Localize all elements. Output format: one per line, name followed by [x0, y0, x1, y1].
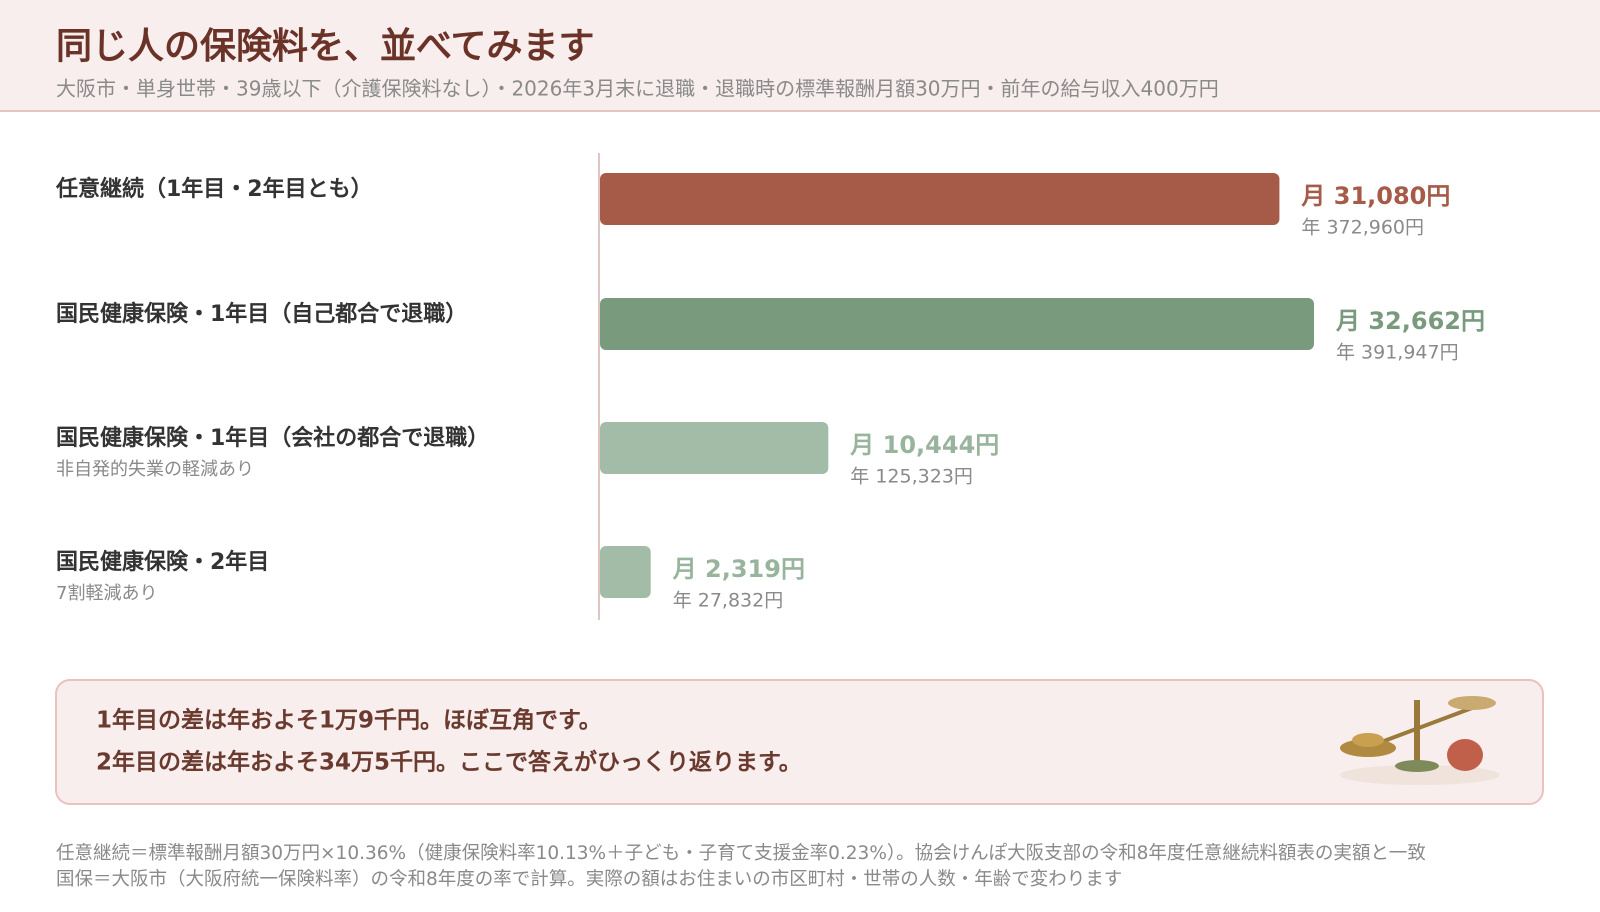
category-label: 国民健康保険・1年目（会社の都合で退職）: [56, 425, 489, 451]
annual-label: 年 27,832円: [673, 590, 784, 612]
category-note: 非自発的失業の軽減あり: [56, 459, 254, 480]
annual-label: 年 391,947円: [1336, 342, 1459, 364]
bar: [600, 546, 651, 598]
bar: [600, 173, 1280, 225]
callout-line: 2年目の差は年およそ34万5千円。ここで答えがひっくり返ります。: [96, 749, 802, 776]
bar: [600, 422, 829, 474]
callout-box: [55, 679, 1544, 805]
scale-illustration: [1340, 696, 1500, 785]
annual-label: 年 125,323円: [850, 466, 973, 488]
category-note: 7割軽減あり: [56, 583, 157, 604]
callout-line: 1年目の差は年およそ1万9千円。ほぼ互角です。: [96, 707, 602, 734]
chart-title: 同じ人の保険料を、並べてみます: [56, 26, 595, 67]
category-label: 任意継続（1年目・2年目とも）: [55, 176, 373, 202]
value-label: 月 10,444円: [849, 431, 999, 459]
category-label: 国民健康保険・1年目（自己都合で退職）: [56, 301, 467, 327]
footnote: 国保＝大阪市（大阪府統一保険料率）の令和8年度の率で計算。実際の額はお住まいの市…: [56, 869, 1122, 890]
category-label: 国民健康保険・2年目: [56, 549, 269, 575]
value-label: 月 32,662円: [1335, 307, 1485, 335]
value-label: 月 31,080円: [1300, 182, 1450, 210]
bar: [600, 298, 1314, 350]
subtitle: 大阪市・単身世帯・39歳以下（介護保険料なし）・2026年3月末に退職・退職時の…: [56, 77, 1219, 101]
value-label: 月 2,319円: [672, 555, 805, 583]
annual-label: 年 372,960円: [1301, 217, 1424, 239]
footnote: 任意継続＝標準報酬月額30万円×10.36%（健康保険料率10.13%＋子ども・…: [56, 843, 1426, 864]
header-band: [0, 0, 1600, 111]
